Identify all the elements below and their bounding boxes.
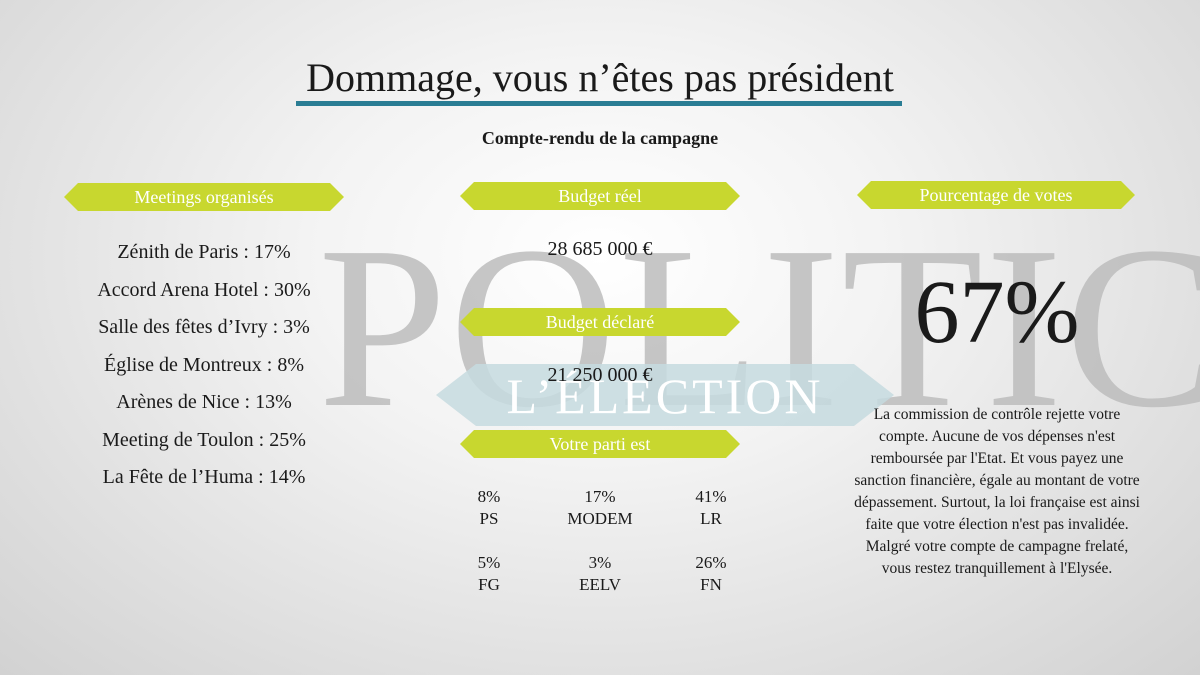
- meeting-item: Église de Montreux : 8%: [104, 353, 304, 376]
- budget-declare-header: Budget déclaré: [460, 308, 740, 336]
- party-percent: 17%: [584, 487, 616, 506]
- party-name: FN: [700, 575, 722, 594]
- party-fg: 5% FG: [439, 552, 539, 596]
- meetings-list: Zénith de Paris : 17% Accord Arena Hotel…: [64, 234, 344, 497]
- party-modem: 17% MODEM: [550, 486, 650, 530]
- party-percent: 41%: [695, 487, 727, 506]
- party-eelv: 3% EELV: [550, 552, 650, 596]
- party-percent: 26%: [695, 553, 727, 572]
- party-name: MODEM: [567, 509, 633, 528]
- budget-reel-value: 28 685 000 €: [547, 238, 653, 260]
- party-percent: 5%: [477, 553, 501, 572]
- budget-reel-header: Budget réel: [460, 182, 740, 210]
- meeting-item: Meeting de Toulon : 25%: [102, 428, 306, 451]
- party-lr: 41% LR: [661, 486, 761, 530]
- party-ps: 8% PS: [439, 486, 539, 530]
- party-name: FG: [478, 575, 500, 594]
- page-subtitle: Compte-rendu de la campagne: [481, 128, 719, 148]
- meeting-item: Arènes de Nice : 13%: [116, 391, 292, 413]
- meeting-item: Zénith de Paris : 17%: [117, 241, 291, 263]
- meeting-item: Accord Arena Hotel : 30%: [97, 278, 311, 301]
- party-percent: 3%: [588, 553, 612, 572]
- parti-header: Votre parti est: [460, 430, 740, 458]
- party-name: LR: [700, 509, 722, 528]
- votes-result-text: La commission de contrôle rejette votre …: [854, 406, 1140, 577]
- votes-header: Pourcentage de votes: [857, 181, 1135, 209]
- budget-declare-value: 21 250 000 €: [547, 364, 653, 386]
- party-percent: 8%: [477, 487, 501, 506]
- title-underline: [296, 101, 902, 106]
- watermark-election: L’ÉLECTION: [506, 368, 824, 424]
- meeting-item: La Fête de l’Huma : 14%: [102, 466, 306, 488]
- votes-percentage: 67%: [914, 263, 1080, 362]
- meeting-item: Salle des fêtes d’Ivry : 3%: [98, 316, 310, 338]
- party-fn: 26% FN: [661, 552, 761, 596]
- page-title: Dommage, vous n’êtes pas président: [306, 55, 894, 100]
- watermark-band: [436, 364, 894, 426]
- party-name: PS: [479, 509, 499, 528]
- party-name: EELV: [579, 575, 621, 594]
- meetings-header: Meetings organisés: [64, 183, 344, 211]
